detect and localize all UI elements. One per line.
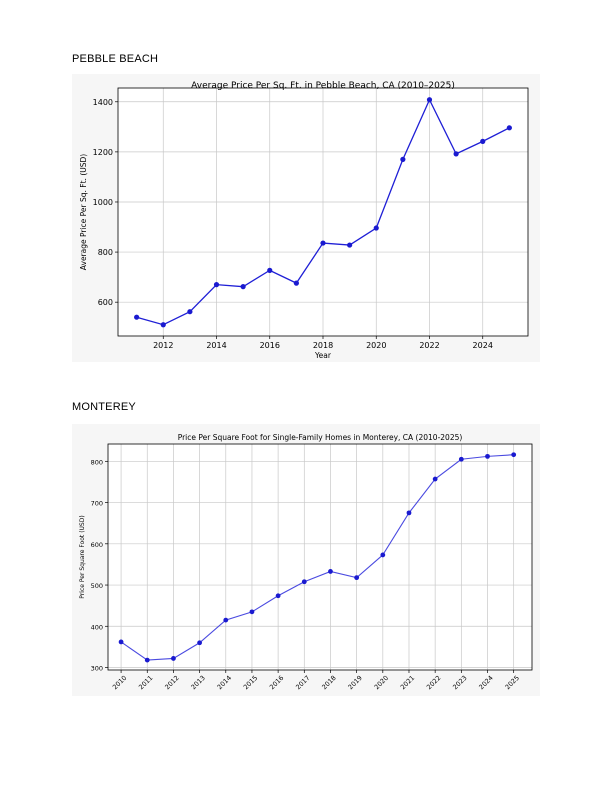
data-point (400, 156, 406, 162)
plot-area (108, 444, 532, 670)
data-point (240, 284, 246, 290)
x-tick-label: 2021 (399, 674, 416, 691)
x-tick-label: 2013 (190, 674, 207, 691)
data-point (320, 240, 326, 246)
chart-frame-pebble-beach: 2012 2014 2016 2018 2020 2022 2024 600 800 1000 12… (72, 74, 540, 362)
x-tick-label: 2024 (477, 674, 494, 691)
y-tick-label: 400 (91, 623, 103, 631)
x-tick-label: 2022 (425, 674, 442, 691)
x-tick-label: 2020 (366, 341, 386, 350)
y-tick-label: 600 (91, 541, 103, 549)
section-heading-pebble-beach: PEBBLE BEACH (72, 53, 159, 65)
x-tick-label: 2017 (294, 674, 311, 691)
data-point (249, 609, 255, 615)
x-tick-label: 2016 (260, 341, 280, 350)
x-tick-label: 2023 (451, 674, 468, 691)
data-point (187, 309, 193, 315)
data-point (506, 125, 512, 131)
chart-title: Average Price Per Sq. Ft. in Pebble Beac… (191, 81, 455, 91)
data-point (426, 97, 433, 103)
data-point (480, 138, 486, 144)
y-tick-label: 300 (91, 665, 103, 673)
x-tick-label: 2014 (216, 674, 233, 691)
data-point (406, 510, 412, 516)
x-tick-label: 2022 (419, 341, 439, 350)
y-axis-label: Price Per Square Foot (USD) (79, 515, 86, 598)
data-point (160, 322, 166, 328)
y-tick-label: 1400 (93, 98, 113, 107)
chart-monterey: 2010 2011 2012 2013 2014 2015 2016 2017 2018 2019… (79, 433, 533, 691)
data-point (432, 476, 438, 482)
data-point (458, 456, 464, 462)
y-tick-label: 500 (91, 582, 103, 590)
x-tick-label: 2018 (320, 674, 337, 691)
x-tick-label: 2012 (163, 674, 180, 691)
data-point (511, 452, 517, 458)
y-tick-label: 800 (98, 248, 113, 257)
y-axis-label: Average Price Per Sq. Ft. (USD) (79, 154, 88, 270)
y-tick-label: 700 (91, 500, 103, 508)
data-point (380, 552, 386, 558)
data-point (328, 569, 333, 574)
data-point (485, 453, 490, 459)
data-point (223, 617, 229, 623)
data-point (373, 225, 379, 231)
x-tick-label: 2025 (504, 674, 521, 691)
x-tick-label: 2014 (206, 341, 226, 350)
series-line (120, 454, 514, 661)
data-point (347, 242, 353, 248)
data-point (118, 639, 124, 645)
data-point (267, 267, 273, 273)
x-tick-label: 2024 (473, 341, 493, 350)
y-tick-label: 1000 (93, 198, 113, 207)
data-point (134, 314, 140, 320)
x-tick-label: 2018 (313, 341, 333, 350)
x-tick-label: 2010 (111, 674, 128, 691)
chart-pebble-beach: 2012 2014 2016 2018 2020 2022 2024 600 800 1000 12… (79, 81, 529, 360)
x-tick-label: 2016 (268, 674, 285, 691)
y-tick-label: 1200 (93, 148, 113, 157)
x-tick-label: 2019 (347, 674, 364, 691)
data-point (453, 151, 459, 157)
data-point (293, 280, 299, 286)
x-axis-label: Year (314, 351, 332, 360)
x-tick-label: 2015 (242, 674, 259, 691)
data-point (171, 656, 176, 661)
x-tick-label: 2012 (153, 341, 173, 350)
data-point (301, 579, 307, 585)
chart-frame-monterey: 2010 2011 2012 2013 2014 2015 2016 2017 2018 2019… (72, 424, 540, 696)
data-point (197, 640, 203, 646)
y-tick-label: 600 (98, 298, 113, 307)
chart-title: Price Per Square Foot for Single-Family … (178, 433, 463, 442)
x-tick-label: 2020 (373, 674, 390, 691)
axes-frame (107, 443, 533, 671)
data-point (213, 282, 220, 288)
y-tick-label: 800 (91, 458, 103, 466)
data-point (354, 575, 360, 581)
section-heading-monterey: MONTEREY (72, 401, 136, 413)
data-point (275, 593, 281, 599)
x-tick-label: 2011 (137, 674, 154, 691)
data-point (144, 657, 150, 663)
